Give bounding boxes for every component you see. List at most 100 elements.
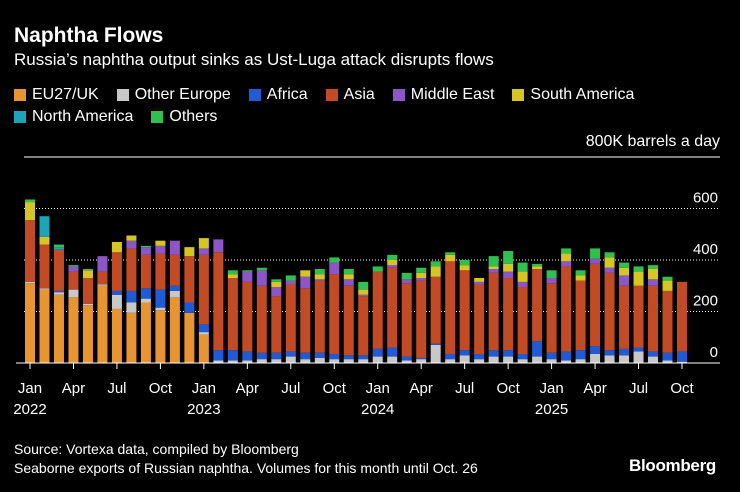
bar-segment xyxy=(445,353,456,360)
bar-segment xyxy=(227,274,238,279)
source-note: Source: Vortexa data, compiled by Bloomb… xyxy=(14,440,478,478)
bar-segment xyxy=(604,355,615,363)
bar-segment xyxy=(329,359,340,363)
bar-segment xyxy=(532,263,543,267)
bar-segment xyxy=(39,288,50,290)
bar-segment xyxy=(25,202,35,221)
bar-segment xyxy=(401,360,412,363)
bar-segment xyxy=(198,334,209,363)
x-tick-label: Oct xyxy=(670,380,694,397)
bar-segment xyxy=(25,220,35,282)
bar-segment xyxy=(488,356,499,363)
bar-segment xyxy=(343,274,354,280)
bar-segment xyxy=(329,274,340,354)
bar-segment xyxy=(169,254,180,286)
bar-segment xyxy=(155,289,166,308)
bar-segment xyxy=(358,294,369,297)
bar-segment xyxy=(314,352,325,358)
bar-segment xyxy=(39,244,50,289)
legend-swatch-others xyxy=(151,111,164,123)
legend-item-eu27-uk: EU27/UK xyxy=(14,86,99,104)
legend-label-north-america: North America xyxy=(32,108,134,125)
bar-segment xyxy=(329,262,340,275)
bar-segment xyxy=(575,280,586,351)
bar-segment xyxy=(111,241,122,253)
bar-segment xyxy=(517,262,528,272)
bar-segment xyxy=(372,271,383,349)
bar-segment xyxy=(97,271,108,285)
bar-segment xyxy=(271,287,282,297)
legend-swatch-eu27-uk xyxy=(14,89,26,101)
bar-segment xyxy=(271,359,282,363)
bar-segment xyxy=(358,355,369,360)
bar-segment xyxy=(53,294,64,363)
bar-segment xyxy=(169,240,180,255)
bar-segment xyxy=(532,341,543,357)
bar-segment xyxy=(416,267,427,273)
bar-segment xyxy=(677,361,687,363)
bar-segment xyxy=(213,252,224,351)
bar-segment xyxy=(314,357,325,363)
bar-segment xyxy=(329,257,340,263)
bar-segment xyxy=(561,360,572,363)
bar-segment xyxy=(633,285,644,348)
bar-segment xyxy=(213,350,224,361)
bar-segment xyxy=(372,266,383,272)
bar-segment xyxy=(285,284,296,352)
bar-segment xyxy=(430,266,441,277)
bar-segment xyxy=(546,359,557,363)
bar-segment xyxy=(546,352,557,360)
legend-item-africa: Africa xyxy=(248,86,308,104)
bar-segment xyxy=(648,279,659,286)
bar-segment xyxy=(169,285,180,291)
bar-segment xyxy=(619,275,630,286)
x-tick-label: Jul xyxy=(629,380,648,397)
x-tick-label: Oct xyxy=(496,380,520,397)
bar-segment xyxy=(300,276,311,289)
legend-item-north-america: North America xyxy=(14,108,133,126)
bar-segment xyxy=(358,281,369,290)
legend-swatch-asia xyxy=(325,89,338,101)
legend-swatch-other-europe xyxy=(116,89,129,101)
bar-segment xyxy=(343,285,354,356)
bar-segment xyxy=(271,352,282,360)
bar-segment xyxy=(445,252,456,255)
bar-segment xyxy=(140,254,151,289)
bar-segment xyxy=(314,279,325,281)
bar-segment xyxy=(53,290,64,293)
bar-segment xyxy=(53,244,64,248)
bar-segment xyxy=(532,356,543,363)
bar-segment xyxy=(459,350,470,356)
bar-segment xyxy=(648,269,659,280)
bar-segment xyxy=(256,352,267,360)
bar-segment xyxy=(184,256,195,303)
bar-segment xyxy=(227,278,238,351)
bar-segment xyxy=(126,312,137,363)
bar-segment xyxy=(242,351,253,361)
bar-segment xyxy=(459,355,470,363)
bar-segment xyxy=(575,350,586,360)
bar-segment xyxy=(387,356,398,363)
bar-segment xyxy=(619,285,630,349)
bar-segment xyxy=(561,266,572,352)
x-tick-label: Apr xyxy=(583,380,606,397)
bar-segment xyxy=(575,275,586,281)
legend-row-1: EU27/UK Other Europe Africa Asia Middle … xyxy=(14,84,714,106)
bar-segment xyxy=(358,296,369,356)
bar-segment xyxy=(561,253,572,262)
bar-segment xyxy=(445,261,456,354)
bar-segment xyxy=(619,267,630,276)
bar-segment xyxy=(300,352,311,360)
bar-segment xyxy=(140,298,151,303)
bar-segment xyxy=(387,260,398,266)
legend-label-middle-east: Middle East xyxy=(410,86,495,103)
bar-segment xyxy=(590,263,601,347)
bar-segment xyxy=(532,266,543,270)
bar-segment xyxy=(169,297,180,363)
bar-segment xyxy=(242,360,253,363)
legend-label-south-america: South America xyxy=(530,86,635,103)
bar-segment xyxy=(633,266,644,272)
bar-segment xyxy=(155,245,166,254)
x-tick-label: Jan xyxy=(366,380,390,397)
bar-segment xyxy=(256,285,267,353)
